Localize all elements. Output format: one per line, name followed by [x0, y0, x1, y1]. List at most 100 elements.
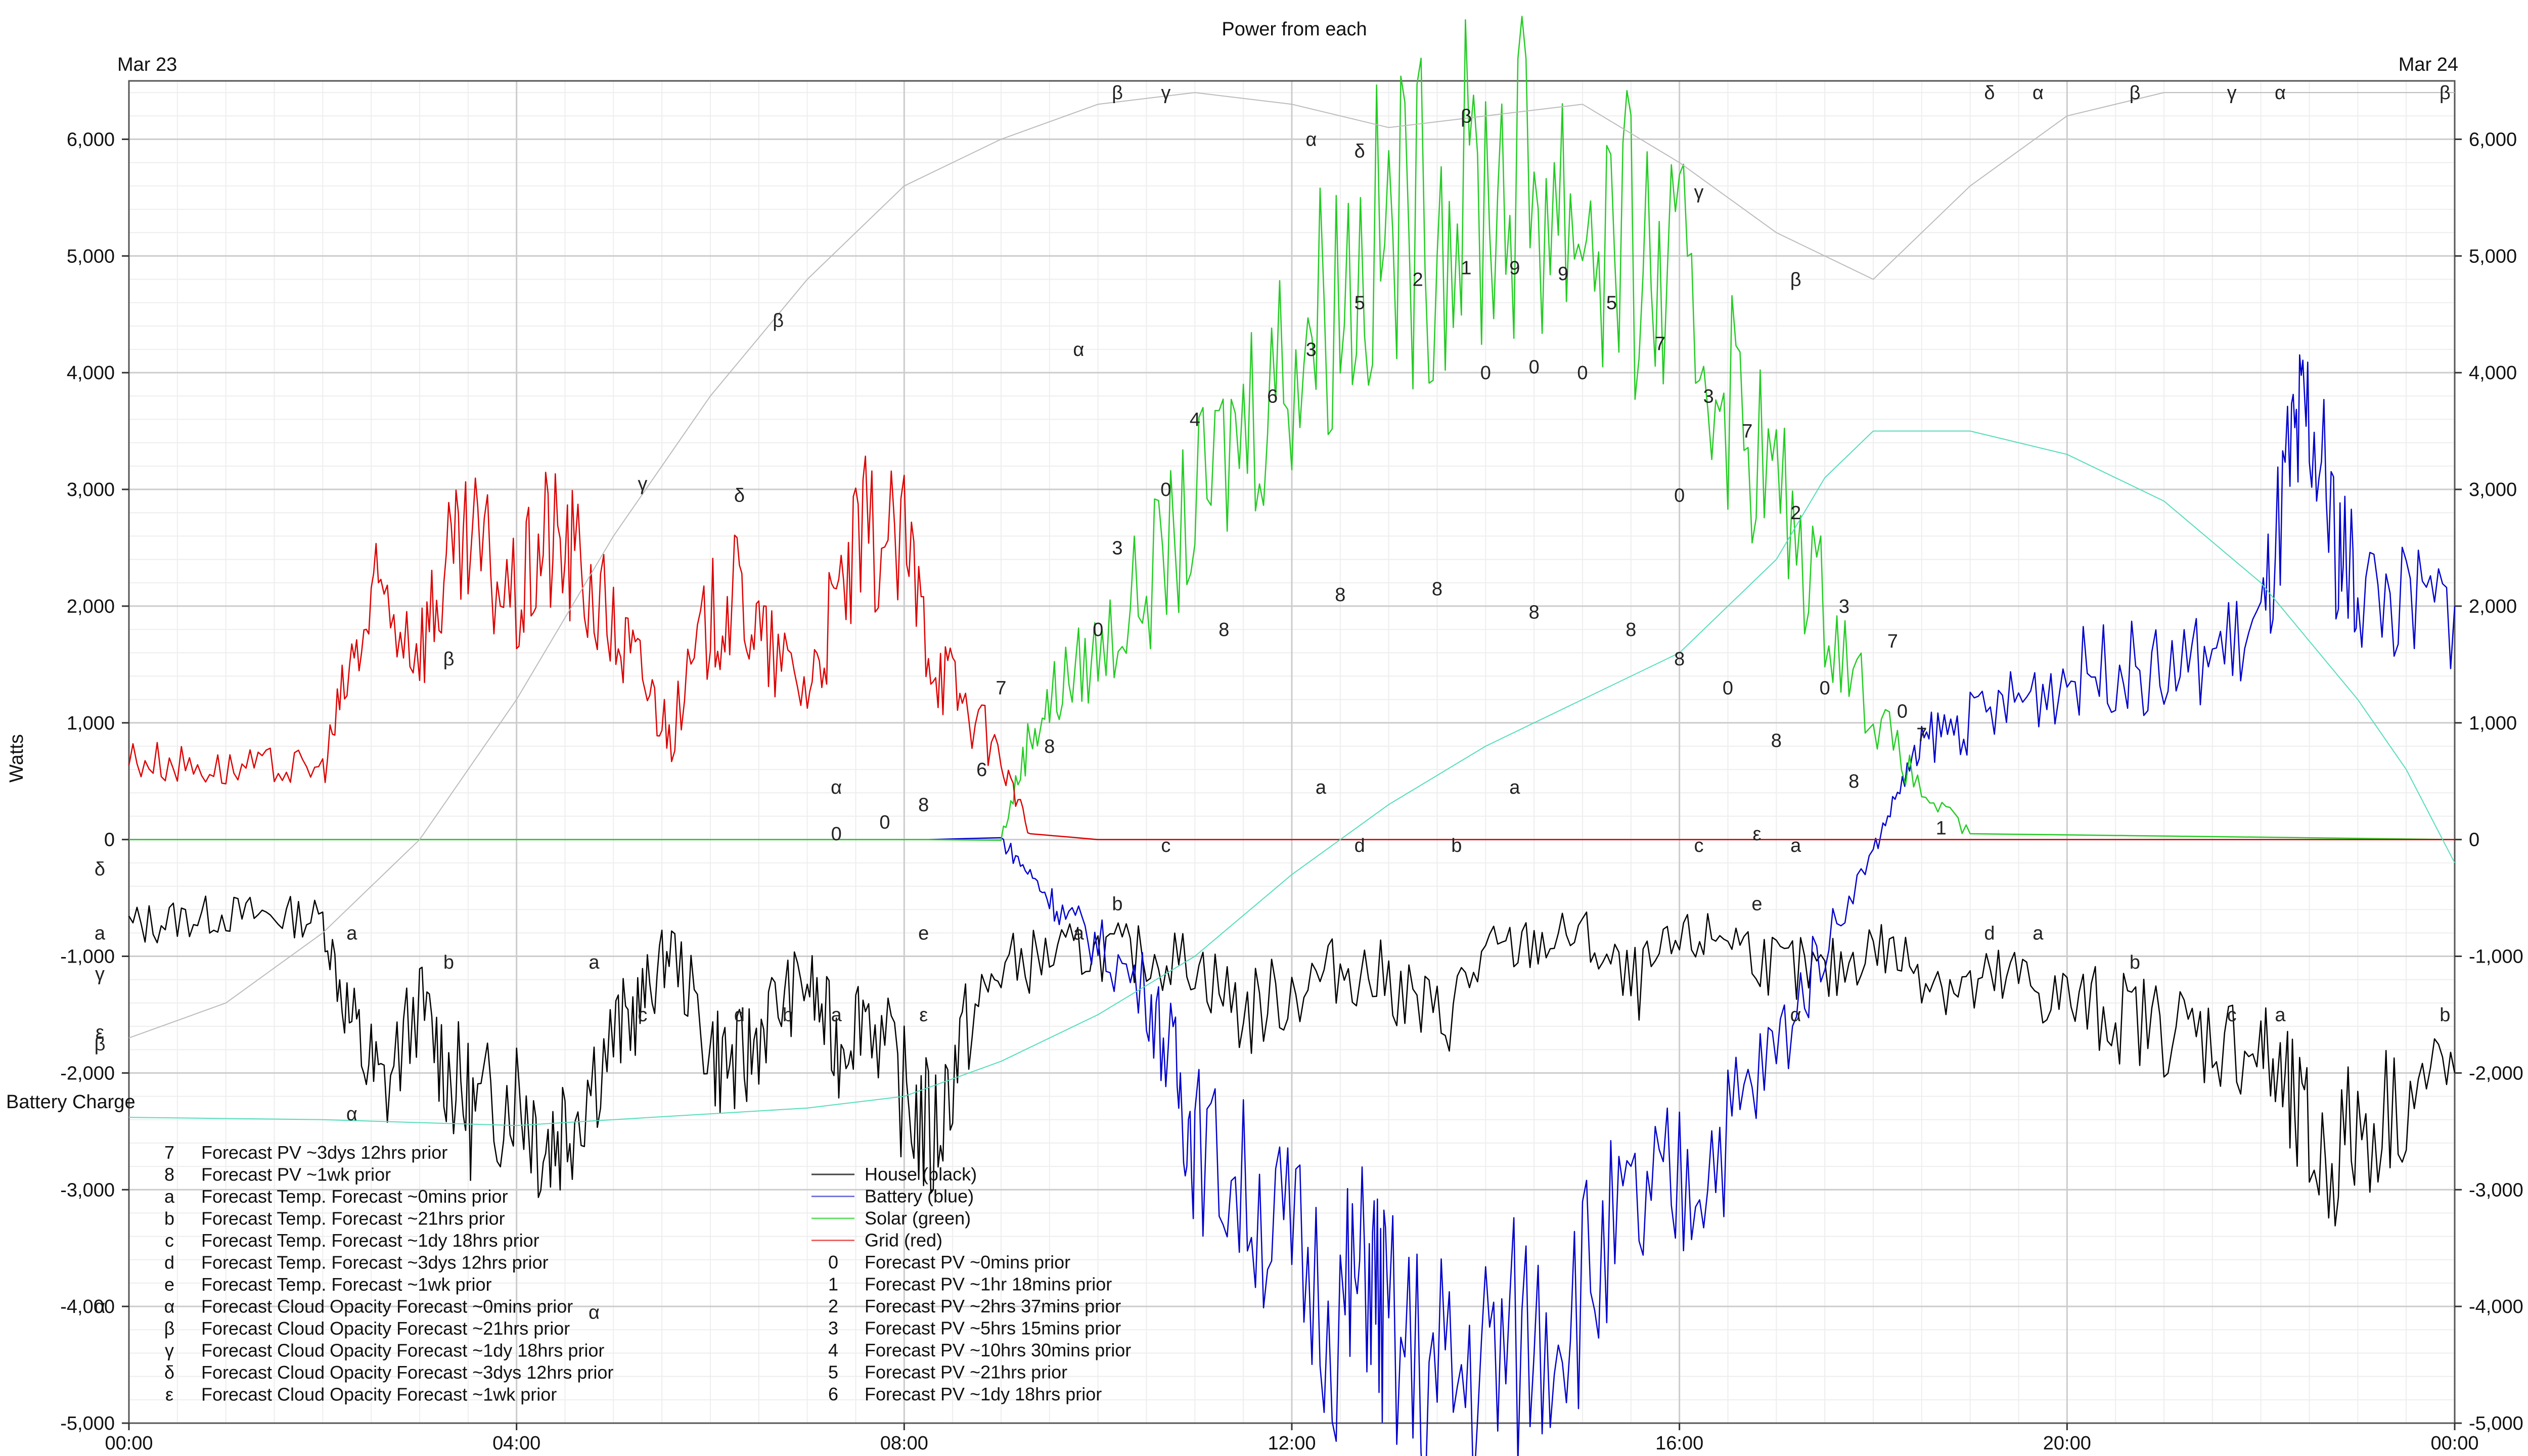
forecast-marker: d	[1984, 923, 1995, 944]
y-tick-label-right: 3,000	[2469, 479, 2517, 500]
forecast-marker: 0	[1160, 479, 1171, 500]
forecast-marker: 0	[1897, 701, 1908, 722]
y-axis-label-left: Watts	[6, 734, 27, 783]
y-tick-label-right: 1,000	[2469, 713, 2517, 734]
forecast-marker: b	[783, 1005, 793, 1026]
forecast-marker: 8	[1432, 578, 1442, 600]
y-tick-label-left: -2,000	[60, 1063, 115, 1084]
y-tick-label-right: -5,000	[2469, 1413, 2523, 1434]
forecast-marker: γ	[95, 964, 105, 985]
y-tick-label-left: -3,000	[60, 1179, 115, 1201]
forecast-marker: α	[589, 1302, 600, 1324]
forecast-marker: a	[831, 1005, 842, 1026]
y-tick-label-right: -4,000	[2469, 1296, 2523, 1317]
forecast-marker: 7	[1916, 724, 1927, 746]
forecast-marker: 3	[1703, 386, 1714, 407]
x-tick-label: 20:00	[2043, 1433, 2091, 1454]
forecast-marker: 8	[1044, 736, 1055, 757]
legend-label: Forecast Temp. Forecast ~0mins prior	[201, 1186, 508, 1207]
legend-key: 1	[828, 1274, 838, 1295]
forecast-marker: c	[1161, 835, 1170, 856]
forecast-marker: 8	[1848, 771, 1859, 792]
forecast-marker: β	[2440, 82, 2451, 104]
forecast-marker: 2	[1413, 269, 1423, 290]
forecast-marker: 8	[918, 794, 929, 815]
forecast-marker: γ	[2227, 82, 2237, 104]
forecast-marker: β	[2130, 82, 2141, 104]
forecast-marker: 7	[1887, 631, 1898, 652]
x-tick-label: 00:00	[2430, 1433, 2478, 1454]
y-tick-label-right: 2,000	[2469, 596, 2517, 617]
forecast-marker: 0	[1820, 678, 1830, 699]
x-tick-label: 04:00	[492, 1433, 540, 1454]
forecast-marker: 3	[1306, 339, 1317, 360]
forecast-marker: c	[638, 1005, 647, 1026]
y-tick-label-left: 1,000	[67, 713, 115, 734]
forecast-marker: β	[1112, 82, 1123, 104]
forecast-marker: α	[346, 1104, 357, 1125]
legend-label: Forecast PV ~2hrs 37mins prior	[865, 1296, 1121, 1316]
legend-key: d	[164, 1252, 174, 1273]
legend-label: House (black)	[865, 1164, 977, 1185]
x-tick-label: 12:00	[1268, 1433, 1316, 1454]
forecast-marker: 0	[1577, 362, 1588, 384]
legend-label: Forecast Cloud Opacity Forecast ~1dy 18h…	[201, 1340, 604, 1361]
forecast-marker: β	[773, 310, 784, 331]
legend-label: Forecast PV ~5hrs 15mins prior	[865, 1318, 1121, 1339]
date-end-label: Mar 24	[2399, 54, 2458, 75]
forecast-marker: 9	[1509, 257, 1520, 279]
forecast-marker: δ	[1984, 82, 1995, 104]
forecast-marker: 7	[1655, 333, 1665, 354]
legend-key: 5	[828, 1362, 838, 1383]
legend-key: 3	[828, 1318, 838, 1339]
axes: 6,000 6,000 5,000 5,000 4,000 4,000 3,000 3,000…	[60, 129, 2523, 1454]
forecast-marker: a	[1316, 777, 1327, 798]
forecast-marker: β	[443, 649, 455, 670]
legend-label: Forecast Temp. Forecast ~21hrs prior	[201, 1208, 505, 1229]
forecast-marker: 4	[1190, 410, 1200, 431]
legend-label: Forecast PV ~10hrs 30mins prior	[865, 1340, 1131, 1360]
forecast-marker: b	[2440, 1005, 2450, 1026]
y-tick-label-right: -1,000	[2469, 946, 2523, 968]
forecast-marker: δ	[734, 485, 745, 507]
forecast-marker: 0	[1093, 619, 1103, 641]
legend-label: Forecast Temp. Forecast ~3dys 12hrs prio…	[201, 1252, 549, 1273]
battery-charge-label: Battery Charge	[6, 1091, 136, 1113]
forecast-marker: α	[1305, 129, 1317, 150]
date-start-label: Mar 23	[117, 54, 177, 75]
forecast-marker: α	[1073, 339, 1084, 360]
series-line	[128, 430, 2455, 1126]
legend-label: Grid (red)	[865, 1230, 942, 1251]
forecast-marker: 8	[1626, 619, 1636, 641]
forecast-marker: δ	[95, 858, 105, 880]
legend-key: ε	[165, 1384, 173, 1405]
forecast-marker: a	[2275, 1005, 2286, 1026]
legend-label: Forecast PV ~1wk prior	[201, 1164, 391, 1185]
legend-label: Forecast Cloud Opacity Forecast ~0mins p…	[201, 1296, 573, 1317]
legend-label: Forecast PV ~21hrs prior	[865, 1362, 1067, 1383]
y-tick-label-right: 4,000	[2469, 362, 2517, 384]
forecast-marker: ε	[1753, 824, 1762, 845]
series-line	[128, 92, 2455, 1039]
forecast-marker: a	[346, 923, 357, 944]
forecast-marker: a	[589, 952, 600, 973]
forecast-marker: b	[2130, 952, 2140, 973]
y-tick-label-left: -1,000	[60, 946, 115, 968]
legend-key: δ	[164, 1362, 174, 1383]
forecast-marker: β	[1461, 106, 1472, 127]
legend-label: Forecast Temp. Forecast ~1dy 18hrs prior	[201, 1230, 539, 1251]
forecast-marker: c	[2227, 1005, 2237, 1026]
y-tick-label-right: 6,000	[2469, 129, 2517, 150]
legend-key: a	[164, 1186, 175, 1207]
series-line	[129, 354, 2456, 1456]
y-tick-label-right: -3,000	[2469, 1179, 2523, 1201]
series-line	[128, 895, 2456, 1226]
legend-label: Battery (blue)	[865, 1186, 974, 1207]
forecast-marker: β	[95, 1034, 106, 1055]
forecast-marker: 0	[831, 824, 842, 845]
series-line	[128, 456, 2455, 840]
y-tick-label-left: 4,000	[67, 362, 115, 384]
forecast-marker: ε	[919, 1005, 928, 1026]
legend-label: Forecast Cloud Opacity Forecast ~21hrs p…	[201, 1318, 570, 1339]
